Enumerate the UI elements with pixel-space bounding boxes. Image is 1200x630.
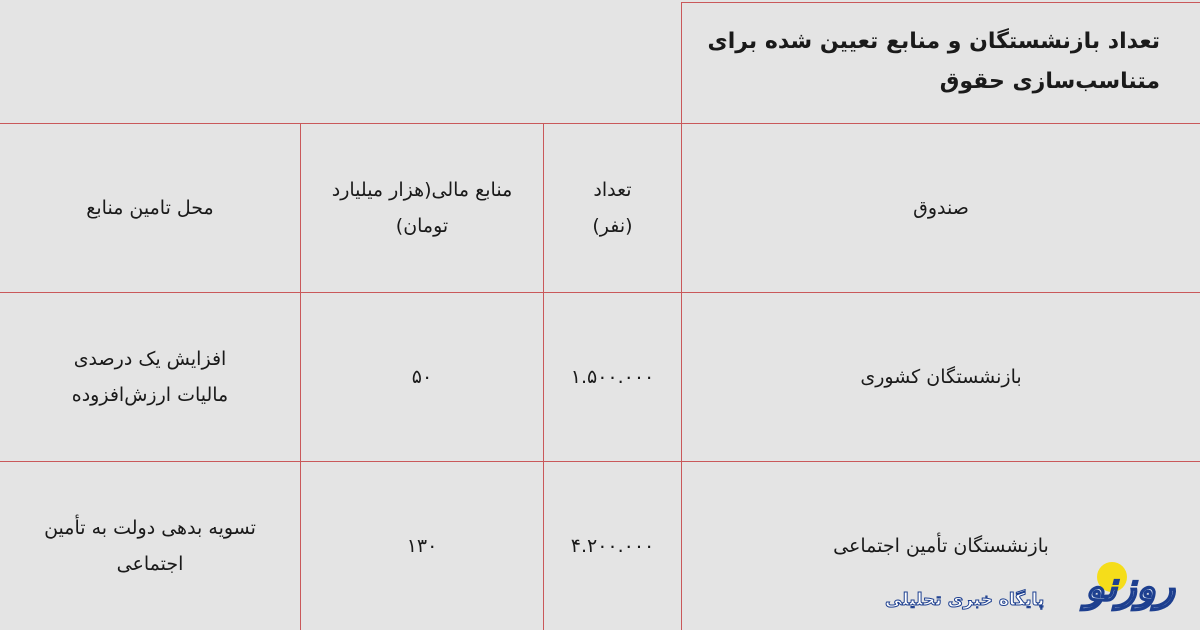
header-fund: صندوق	[913, 197, 969, 219]
divider	[543, 123, 544, 630]
header-count: تعداد (نفر)	[592, 179, 633, 237]
header-source: محل تامین منابع	[86, 197, 214, 219]
sun-icon	[1097, 562, 1127, 592]
header-resources: منابع مالی(هزار میلیارد تومان)	[331, 179, 513, 237]
cell-fund: بازنشستگان کشوری	[860, 366, 1022, 388]
divider	[300, 123, 301, 630]
table-title: تعداد بازنشستگان و منابع تعیین شده برای …	[707, 29, 1160, 94]
divider	[681, 2, 1200, 3]
divider	[0, 123, 1200, 124]
cell-resources: ۵۰	[411, 366, 433, 388]
cell-source: افزایش یک درصدی مالیات ارزش‌افزوده	[71, 348, 229, 406]
divider	[0, 292, 1200, 293]
divider	[0, 461, 1200, 462]
cell-count: ۱.۵۰۰.۰۰۰	[570, 366, 655, 388]
cell-fund: بازنشستگان تأمین اجتماعی	[833, 535, 1049, 557]
divider	[681, 2, 682, 630]
logo-tagline: پایگاه خبری تحلیلی	[884, 590, 1045, 611]
cell-count: ۴.۲۰۰.۰۰۰	[570, 535, 655, 557]
cell-source: تسویه بدهی دولت به تأمین اجتماعی	[44, 517, 256, 575]
logo-wordmark: روزنو	[1084, 563, 1176, 611]
site-logo: روزنو پایگاه خبری تحلیلی	[884, 560, 1185, 625]
cell-resources: ۱۳۰	[406, 535, 438, 557]
